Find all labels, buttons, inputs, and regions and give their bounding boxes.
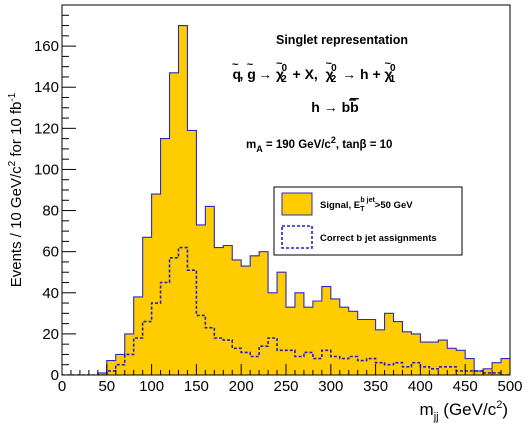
x-tick-label: 450 (453, 378, 478, 395)
y-tick-label: 60 (42, 244, 59, 261)
signal-bin (241, 266, 251, 375)
signal-bin (196, 224, 206, 375)
signal-bin (277, 272, 287, 375)
signal-bin (133, 296, 143, 375)
x-tick-label: 50 (98, 378, 115, 395)
signal-bin (339, 307, 350, 375)
y-axis-label: Events / 10 GeV/c2 for 10 fb-1 (7, 92, 25, 287)
annotation-process: q~, g~ → χ~0 2 + X, χ~0 2 → h + χ~0 1 (232, 58, 396, 85)
signal-bin (151, 194, 161, 375)
annotation-params: mA = 190 GeV/c2, tanβ = 10 (246, 135, 392, 154)
y-tick-label: 20 (42, 326, 59, 343)
x-tick-label: 400 (408, 378, 433, 395)
legend-swatch-signal (281, 192, 313, 216)
signal-bin (160, 138, 170, 375)
y-tick-label: 80 (42, 203, 59, 220)
y-tick-label: 120 (34, 120, 59, 137)
signal-bin (214, 247, 224, 375)
legend-box (273, 186, 463, 256)
x-tick-label: 300 (318, 378, 343, 395)
signal-bin (142, 237, 152, 375)
signal-bin (366, 319, 376, 375)
signal-bin (115, 354, 126, 375)
x-tick-label: 200 (229, 378, 254, 395)
signal-bin (232, 259, 242, 375)
x-tick-label: 500 (497, 378, 522, 395)
signal-bin (411, 333, 421, 375)
legend: Signal, ETb jet>50 GeV Correct b jet ass… (273, 186, 463, 256)
y-tick-label: 160 (34, 38, 59, 55)
signal-bin (286, 307, 296, 375)
signal-bin (312, 301, 323, 375)
signal-bin (393, 321, 403, 375)
signal-bin (402, 331, 412, 375)
signal-outline (62, 25, 510, 375)
signal-bin (456, 350, 466, 375)
signal-bin (447, 348, 457, 375)
annotation-decay: h → bb (311, 99, 358, 115)
signal-bin (420, 342, 430, 375)
signal-bin (187, 130, 197, 375)
signal-bin (294, 292, 305, 375)
signal-bin (259, 251, 269, 375)
y-tick-label: 40 (42, 285, 59, 302)
x-tick-label: 100 (139, 378, 164, 395)
signal-bin (438, 340, 448, 375)
signal-bin (330, 298, 341, 375)
y-tick-label: 100 (34, 161, 59, 178)
annotation-title: Singlet representation (276, 33, 408, 47)
signal-bin (321, 286, 332, 375)
signal-bin (348, 311, 358, 375)
signal-bin (483, 368, 493, 375)
signal-bin (106, 360, 117, 375)
signal-bin (223, 245, 233, 375)
signal-bin (169, 72, 179, 375)
x-tick-label: 0 (58, 378, 66, 395)
signal-bin (429, 342, 439, 375)
x-tick-label: 250 (273, 378, 298, 395)
y-tick-label: 0 (51, 367, 59, 384)
x-tick-label: 150 (184, 378, 209, 395)
x-tick-label: 350 (363, 378, 388, 395)
signal-bin (384, 313, 394, 375)
signal-bin (357, 319, 367, 375)
legend-swatch-correct (281, 225, 313, 249)
series-layer (62, 25, 510, 375)
signal-bin (492, 362, 502, 375)
signal-bin (178, 25, 188, 375)
signal-bin (268, 292, 278, 375)
y-tick-label: 140 (34, 79, 59, 96)
signal-bin (465, 358, 475, 375)
ticks-layer: 0 50 100 150 200 250 300 350 400 450 500 0 20 40 60 80 1… (34, 4, 523, 395)
signal-bin (501, 358, 510, 375)
legend-label-correct: Correct b jet assignments (320, 233, 437, 244)
signal-bin (474, 370, 484, 375)
x-axis-label: mjj (GeV/c2) (420, 399, 508, 423)
signal-bin (205, 206, 215, 375)
signal-bin (250, 255, 260, 375)
signal-bin (303, 307, 314, 375)
signal-bin (375, 329, 385, 375)
signal-bin (97, 372, 108, 375)
